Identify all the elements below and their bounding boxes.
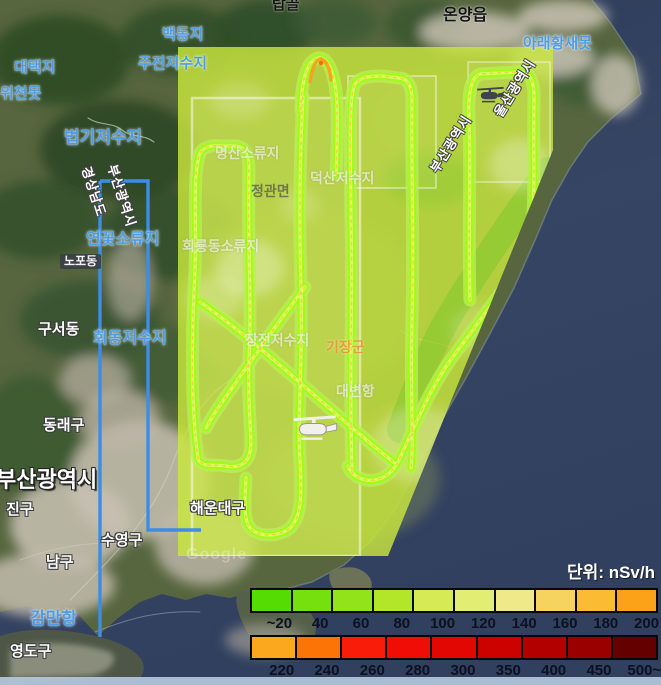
legend-swatch xyxy=(612,637,656,658)
legend-swatch xyxy=(373,590,415,611)
flight-path xyxy=(192,58,543,535)
legend-title: 단위: nSv/h xyxy=(567,563,655,582)
legend-value: 240 xyxy=(314,662,340,679)
legend-value: 450 xyxy=(586,662,612,679)
bottom-strip xyxy=(0,677,661,685)
legend-value: 260 xyxy=(359,662,385,679)
legend-value: ~20 xyxy=(266,615,293,632)
hotspot xyxy=(308,57,333,84)
legend-swatch xyxy=(432,637,478,658)
legend-value: 350 xyxy=(495,662,521,679)
legend-value: 500~ xyxy=(627,662,661,679)
legend-swatch xyxy=(342,637,388,658)
legend-swatch xyxy=(297,637,343,658)
legend-swatch xyxy=(522,637,568,658)
legend-value: 220 xyxy=(269,662,295,679)
legend-swatch xyxy=(576,590,618,611)
legend-swatch xyxy=(292,590,334,611)
legend-value: 60 xyxy=(352,615,370,632)
legend-rows: ~20 40 60 80 100 120 140 160 180 200 220 240 260 280 3… xyxy=(250,588,661,679)
legend-value: 400 xyxy=(541,662,567,679)
legend-swatch xyxy=(252,637,298,658)
legend-value: 120 xyxy=(470,615,496,632)
legend-swatch xyxy=(252,590,293,611)
legend-value: 80 xyxy=(393,615,411,632)
legend-row: ~20 40 60 80 100 120 140 160 180 200 xyxy=(250,588,660,632)
helicopter-icon xyxy=(293,415,338,440)
legend-swatch xyxy=(454,590,496,611)
legend-swatch xyxy=(536,590,577,611)
legend-swatch xyxy=(617,590,656,611)
legend-value: 100 xyxy=(430,615,456,632)
legend-value: 180 xyxy=(593,615,619,632)
helicopter-icon xyxy=(477,86,505,103)
legend-value: 280 xyxy=(405,662,431,679)
legend-value: 160 xyxy=(552,615,578,632)
legend-value: 40 xyxy=(311,615,329,632)
legend-swatch xyxy=(387,637,433,658)
legend-swatch xyxy=(495,590,537,611)
legend-swatch xyxy=(414,590,455,611)
legend-swatch xyxy=(333,590,374,611)
dose-overlay xyxy=(178,47,553,556)
dose-legend: 단위: nSv/h ~20 40 60 80 100 120 140 160 180 200 220… xyxy=(250,558,661,682)
legend-swatch xyxy=(567,637,613,658)
legend-value: 140 xyxy=(511,615,537,632)
legend-value: 200 xyxy=(634,615,660,632)
legend-swatch xyxy=(477,637,523,658)
legend-row: 220 240 260 280 300 350 400 450 500~ xyxy=(250,635,661,679)
legend-value: 300 xyxy=(450,662,476,679)
